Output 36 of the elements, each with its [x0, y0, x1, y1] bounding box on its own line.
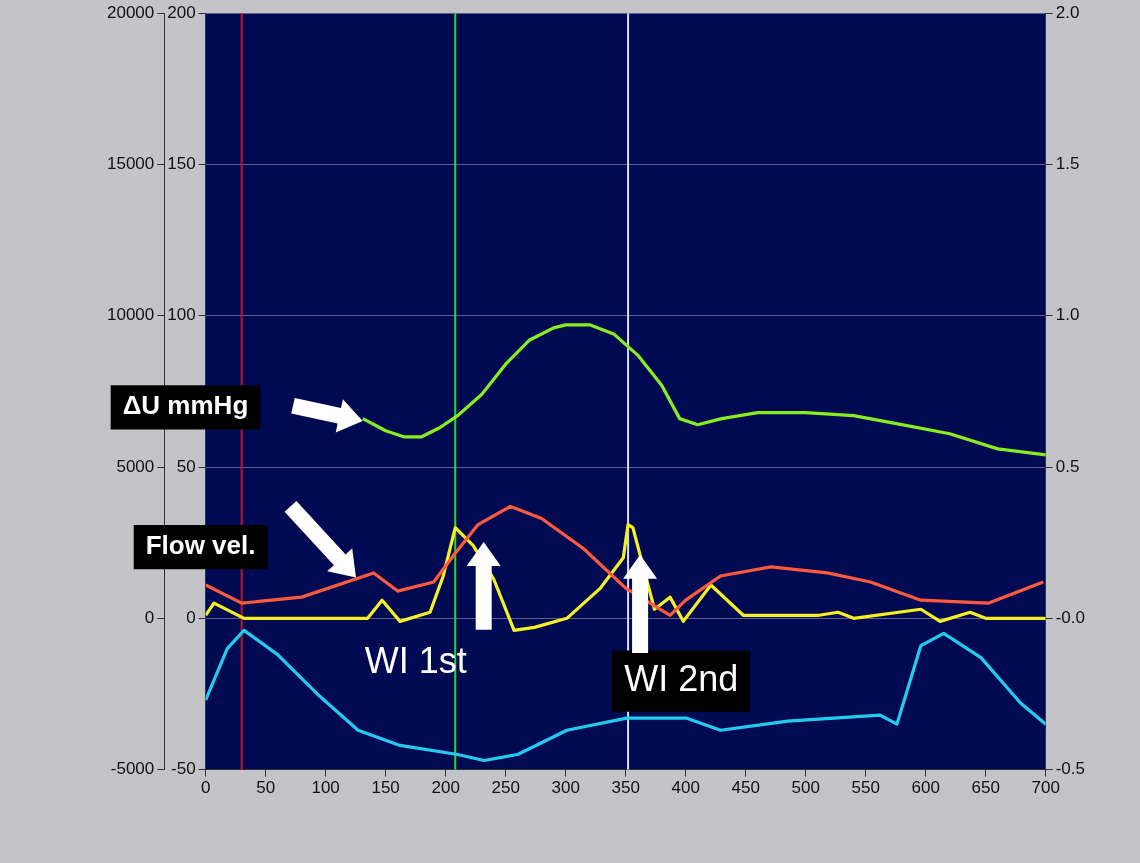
x-tick-label: 400: [671, 778, 700, 798]
y2-tick-label: -5000: [110, 759, 155, 779]
y2-tick-label: 20000: [106, 2, 155, 22]
x-tick-label: 300: [551, 778, 580, 798]
y-tick-label: 100: [167, 305, 196, 325]
y2-tick-label: 5000: [116, 456, 155, 476]
y3-tick-label: 0.5: [1055, 456, 1080, 476]
x-tick-label: 150: [371, 778, 400, 798]
x-tick-label: 600: [911, 778, 940, 798]
y-tick-label: 0: [186, 608, 196, 628]
y-tick-label: 50: [176, 456, 196, 476]
y-tick-label: -50: [171, 759, 196, 779]
x-tick-label: 250: [491, 778, 520, 798]
x-tick-label: 450: [731, 778, 760, 798]
x-tick-label: 100: [311, 778, 340, 798]
x-tick-label: 700: [1031, 778, 1060, 798]
annotation: ΔU mmHg: [122, 390, 249, 421]
y2-tick-label: 10000: [106, 305, 155, 325]
x-tick-label: 500: [791, 778, 820, 798]
x-tick-label: 350: [611, 778, 640, 798]
y2-tick-label: 15000: [106, 154, 155, 174]
y3-tick-label: 1.0: [1055, 305, 1080, 325]
x-tick-label: 650: [971, 778, 1000, 798]
y3-tick-label: -0.5: [1055, 759, 1085, 779]
x-tick-label: 200: [431, 778, 460, 798]
x-tick-label: 0: [200, 778, 211, 798]
annotation: WI 2nd: [624, 658, 739, 700]
y2-tick-label: 0: [144, 608, 155, 628]
y3-tick-label: 2.0: [1055, 2, 1080, 22]
x-tick-label: 550: [851, 778, 880, 798]
x-tick-label: 50: [256, 778, 276, 798]
y3-tick-label: 1.5: [1055, 154, 1080, 174]
annotation: Flow vel.: [145, 530, 256, 561]
y-tick-label: 150: [167, 154, 196, 174]
y3-tick-label: -0.0: [1055, 608, 1085, 628]
y-tick-label: 200: [167, 2, 196, 22]
